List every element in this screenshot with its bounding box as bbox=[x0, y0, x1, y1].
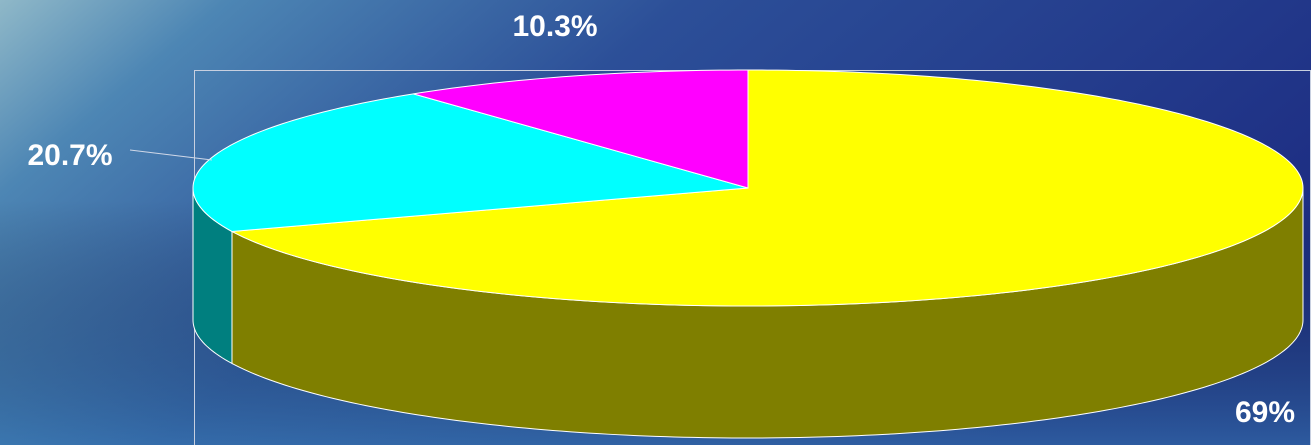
slice bbox=[230, 69, 1304, 307]
slice bbox=[413, 69, 749, 189]
slice bbox=[192, 93, 749, 232]
data-label: 20.7% bbox=[27, 139, 112, 172]
leader-line bbox=[129, 149, 213, 161]
data-label: 69% bbox=[1235, 396, 1295, 429]
data-label: 10.3% bbox=[512, 10, 597, 43]
